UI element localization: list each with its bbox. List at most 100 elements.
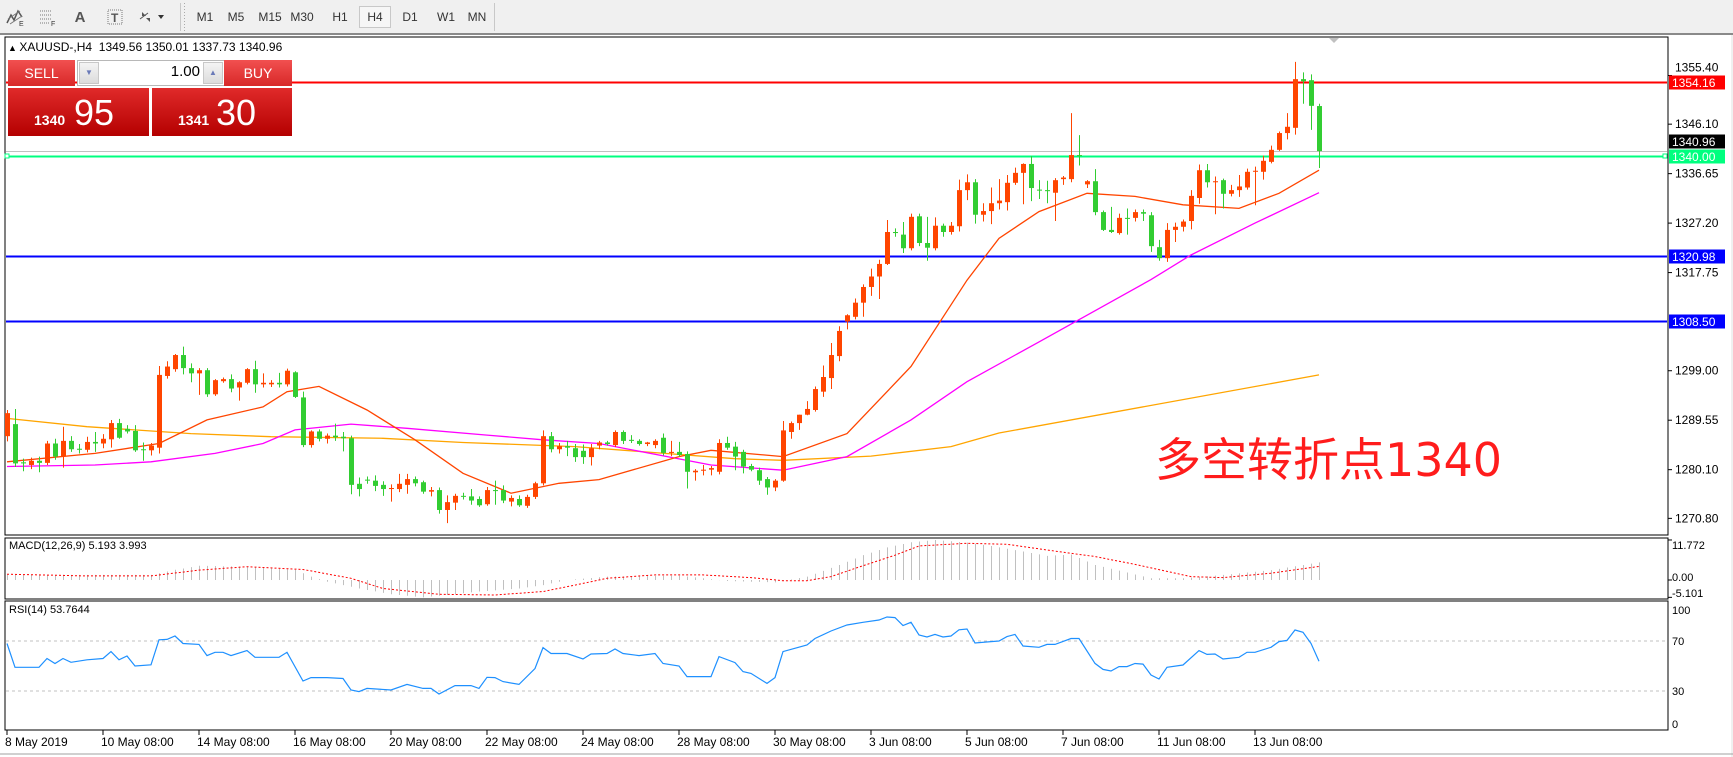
- candle-body: [781, 430, 786, 481]
- elliott-wave-icon[interactable]: E: [3, 6, 27, 28]
- candle-body: [101, 438, 106, 444]
- timeframe-m5[interactable]: M5: [227, 10, 245, 24]
- candle: [869, 268, 874, 296]
- price-line-label-bg: [1669, 149, 1725, 164]
- candle: [1085, 180, 1090, 189]
- candle: [309, 430, 314, 448]
- price-line-label-bg: [1669, 249, 1725, 264]
- candle: [197, 368, 202, 395]
- candle-body: [1213, 181, 1218, 183]
- candle: [637, 439, 642, 446]
- lot-increase-button[interactable]: ▲: [203, 62, 223, 84]
- candle-body: [709, 468, 714, 470]
- candle: [909, 213, 914, 251]
- buy-button[interactable]: BUY: [224, 60, 292, 87]
- candle: [405, 473, 410, 494]
- time-axis-label: 30 May 08:00: [773, 735, 846, 749]
- candle: [157, 366, 162, 454]
- line-handle-icon: [1662, 153, 1668, 159]
- candle: [101, 434, 106, 449]
- time-axis-label: 22 May 08:00: [485, 735, 558, 749]
- lot-decrease-button[interactable]: ▼: [79, 62, 99, 84]
- lot-size-field[interactable]: ▼ 1.00 ▲: [77, 60, 225, 86]
- candle: [445, 495, 450, 524]
- timeframe-mn[interactable]: MN: [467, 10, 487, 24]
- candle-body: [213, 380, 218, 395]
- candle: [749, 463, 754, 472]
- rsi-line: [6, 616, 1320, 695]
- candle-body: [5, 413, 10, 437]
- candle: [453, 493, 458, 510]
- candle-body: [797, 414, 802, 424]
- candle: [1093, 169, 1098, 216]
- candle: [373, 475, 378, 492]
- candle-body: [973, 182, 978, 215]
- toolbar-grip[interactable]: [184, 3, 185, 31]
- candle-body: [461, 495, 466, 497]
- candle-body: [629, 439, 634, 441]
- candle-body: [13, 424, 18, 464]
- candle-body: [661, 437, 666, 453]
- candle-body: [957, 190, 962, 227]
- candle-body: [1229, 190, 1234, 194]
- candle: [709, 466, 714, 476]
- price-axis-label: 1280.10: [1675, 463, 1719, 477]
- candle: [1197, 164, 1202, 204]
- timeframe-w1[interactable]: W1: [437, 10, 455, 24]
- fibonacci-icon[interactable]: F: [35, 6, 59, 28]
- timeframe-h4[interactable]: H4: [359, 6, 391, 28]
- candle-body: [557, 446, 562, 450]
- time-axis-label: 14 May 08:00: [197, 735, 270, 749]
- timeframe-m1[interactable]: M1: [196, 10, 214, 24]
- rsi-label: RSI(14) 53.7644: [9, 604, 90, 616]
- toolbar-separator: [180, 3, 181, 31]
- collapse-triangle-icon[interactable]: ▲: [8, 43, 20, 53]
- candle-body: [1061, 177, 1066, 180]
- candle: [821, 365, 826, 397]
- candle-body: [349, 438, 354, 485]
- candle: [429, 486, 434, 497]
- svg-text:F: F: [51, 21, 55, 27]
- candle-body: [589, 448, 594, 458]
- candle-body: [221, 379, 226, 382]
- price-line-label: 1340.96: [1672, 135, 1716, 149]
- candle: [141, 442, 146, 461]
- candle: [765, 477, 770, 495]
- time-axis-label: 16 May 08:00: [293, 735, 366, 749]
- candle-body: [293, 372, 298, 397]
- timeframe-m15[interactable]: M15: [258, 10, 282, 24]
- candle: [925, 216, 930, 261]
- lot-size-value[interactable]: 1.00: [170, 63, 200, 80]
- candle-body: [1253, 170, 1258, 172]
- candle-body: [773, 480, 778, 488]
- candle-body: [1245, 171, 1250, 188]
- candle-body: [749, 466, 754, 470]
- candle-body: [429, 490, 434, 492]
- time-axis-label: 3 Jun 08:00: [869, 735, 932, 749]
- candle-body: [405, 479, 410, 485]
- candle: [517, 495, 522, 507]
- arrows-dropdown-icon[interactable]: [136, 6, 170, 28]
- candle: [677, 441, 682, 457]
- sell-button[interactable]: SELL: [8, 60, 75, 87]
- text-tool-icon[interactable]: A: [74, 8, 86, 26]
- timeframe-d1[interactable]: D1: [402, 10, 418, 24]
- candle-body: [1141, 212, 1146, 214]
- text-label-icon[interactable]: T: [103, 6, 127, 28]
- candle-body: [573, 448, 578, 458]
- sell-price-button[interactable]: 1340 95: [8, 88, 149, 136]
- chart-annotation-text[interactable]: 多空转折点1340: [1155, 433, 1503, 487]
- candle-body: [997, 200, 1002, 204]
- candle: [77, 444, 82, 454]
- buy-price-button[interactable]: 1341 30: [152, 88, 292, 136]
- candle-body: [53, 443, 58, 457]
- candle: [1053, 178, 1058, 222]
- candle: [573, 444, 578, 462]
- candle-body: [877, 263, 882, 277]
- candle: [789, 421, 794, 439]
- chart-shift-marker-icon[interactable]: [1329, 38, 1339, 43]
- candle-body: [1125, 217, 1130, 219]
- timeframe-m30[interactable]: M30: [290, 10, 314, 24]
- timeframe-h1[interactable]: H1: [332, 10, 348, 24]
